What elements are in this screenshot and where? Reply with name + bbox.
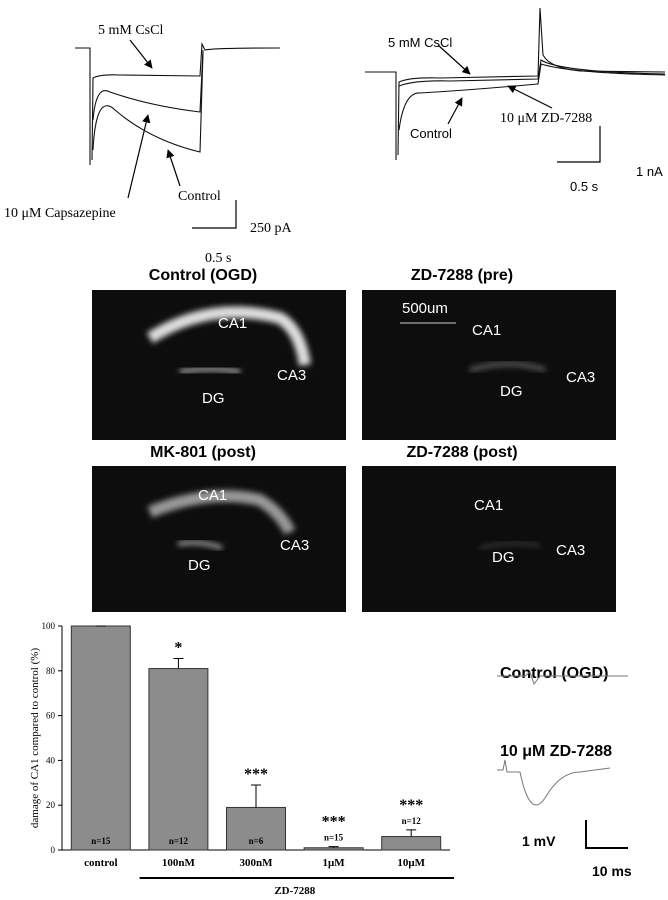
n-label: n=12 <box>402 816 422 826</box>
arrow <box>166 149 181 187</box>
region-label: CA1 <box>472 322 501 339</box>
panel-b: 5 mM CsCl 10 μM ZD-7288 Control 1 nA 0.5… <box>365 7 666 194</box>
trace <box>398 63 666 131</box>
y-tick-label: 20 <box>46 800 56 810</box>
arrow <box>507 85 553 109</box>
region-label: DG <box>188 557 211 574</box>
region-label: CA3 <box>277 367 306 384</box>
trace-label: Control <box>410 126 452 141</box>
region-label: CA3 <box>566 369 595 386</box>
bar <box>226 806 286 851</box>
trace-label: 10 μM ZD-7288 <box>500 111 592 126</box>
arrow <box>129 39 153 69</box>
arrow <box>127 114 151 199</box>
y-tick-label: 80 <box>46 666 56 676</box>
region-label: CA1 <box>474 497 503 514</box>
scale-label: 10 ms <box>592 863 632 879</box>
scale-label: 0.5 s <box>205 251 231 266</box>
significance: *** <box>322 814 346 831</box>
trace <box>92 49 204 121</box>
bar <box>381 836 442 851</box>
image-title: Control (OGD) <box>149 267 257 284</box>
x-tick-label: 100nM <box>162 857 196 869</box>
scale-bar <box>192 200 237 229</box>
trace-label: 5 mM CsCl <box>98 23 163 38</box>
fluorescence <box>146 306 311 366</box>
significance: *** <box>399 797 423 814</box>
y-tick-label: 0 <box>51 845 56 855</box>
region-label: DG <box>202 390 225 407</box>
scale-label: 0.5 s <box>570 179 599 194</box>
image-title: ZD-7288 (pre) <box>411 267 513 284</box>
y-axis-label: damage of CA1 compared to control (%) <box>29 648 41 829</box>
trace-label: 10 μM ZD-7288 <box>500 743 612 760</box>
trace <box>497 759 611 806</box>
image-title: ZD-7288 (post) <box>406 444 517 461</box>
panel-e: Control (OGD) 10 μM ZD-7288 1 mV 10 ms <box>497 665 632 879</box>
scale-label: 500um <box>402 300 448 317</box>
n-label: n=12 <box>169 836 189 846</box>
scale-label: 1 nA <box>636 164 663 179</box>
trace <box>398 59 666 87</box>
y-tick-label: 100 <box>42 621 56 631</box>
trace <box>92 51 204 153</box>
bar <box>70 625 131 851</box>
arrow <box>447 97 463 125</box>
trace-label: 5 mM CsCl <box>388 35 452 50</box>
n-label: n=15 <box>324 833 344 843</box>
trace-label: Control <box>178 189 221 204</box>
significance: * <box>174 639 182 656</box>
fluorescence <box>469 361 546 373</box>
region-label: CA3 <box>280 537 309 554</box>
group-label: ZD-7288 <box>274 885 315 897</box>
region-label: CA1 <box>218 315 247 332</box>
fluorescence <box>177 540 223 550</box>
trace <box>75 41 281 165</box>
image-panel: Control (OGD) CA1 CA3 DG ZD-7288 (pre) 5… <box>92 267 616 612</box>
region-label: CA1 <box>198 487 227 504</box>
scale-bar <box>557 126 601 163</box>
bar-chart: damage of CA1 compared to control (%) 0 2… <box>29 621 454 897</box>
x-tick-label: 300nM <box>240 857 274 869</box>
bar <box>148 668 209 851</box>
region-label: DG <box>492 549 515 566</box>
scale-label: 250 pA <box>250 221 293 236</box>
fluorescence <box>179 366 241 375</box>
region-label: CA3 <box>556 542 585 559</box>
scale-bar <box>585 820 628 849</box>
error-bar <box>251 784 261 808</box>
error-bar <box>173 657 184 669</box>
panel-a: 5 mM CsCl 10 μM Capsazepine Control 250 … <box>4 23 293 266</box>
y-tick-label: 40 <box>46 755 56 765</box>
micrograph <box>362 466 616 612</box>
error-bar <box>328 846 339 848</box>
arrow <box>437 44 471 75</box>
n-label: n=6 <box>249 836 264 846</box>
x-tick-label: 10μM <box>397 857 425 869</box>
x-tick-label: 1μM <box>323 857 346 869</box>
trace-label: 10 μM Capsazepine <box>4 206 116 221</box>
trace-label: Control (OGD) <box>500 665 608 682</box>
fluorescence <box>147 490 296 535</box>
y-tick-label: 60 <box>46 711 56 721</box>
error-bar <box>406 829 417 837</box>
x-tick-label: control <box>84 857 117 869</box>
significance: *** <box>244 766 268 783</box>
trace <box>497 671 628 686</box>
region-label: DG <box>500 383 523 400</box>
scale-label: 1 mV <box>522 833 556 849</box>
n-label: n=15 <box>91 836 111 846</box>
bar <box>303 847 364 851</box>
image-title: MK-801 (post) <box>150 444 256 461</box>
fluorescence <box>479 541 541 550</box>
